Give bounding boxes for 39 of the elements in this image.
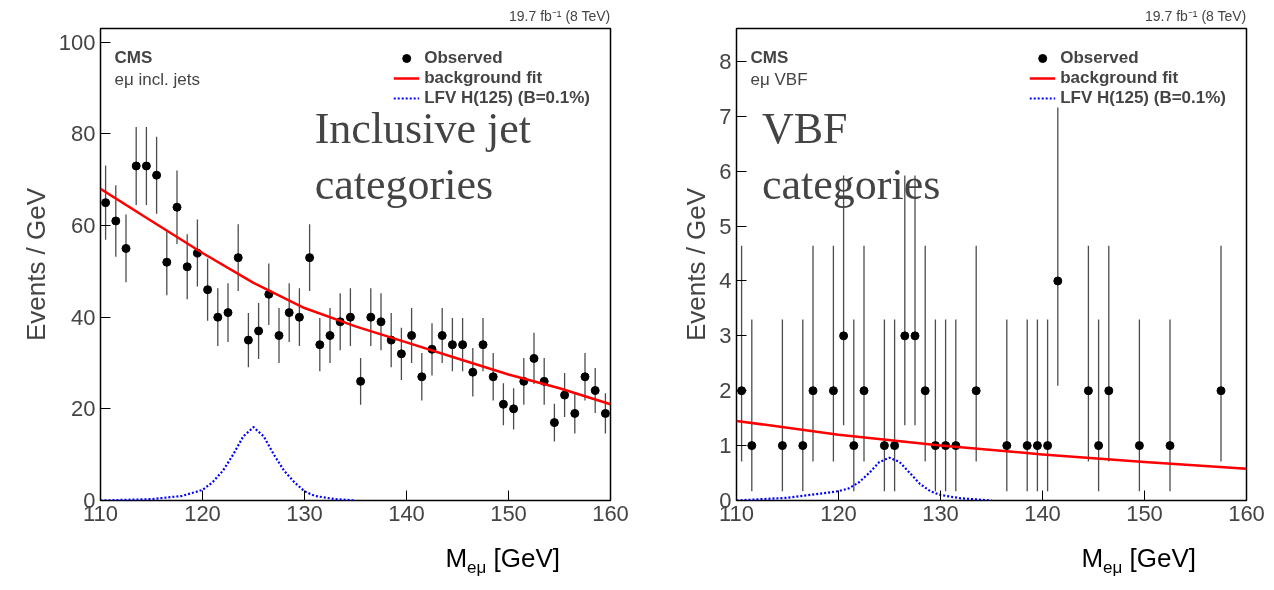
y-axis-title: Events / GeV bbox=[20, 187, 51, 342]
y-tick-label: 4 bbox=[719, 268, 732, 294]
y-tick-label: 2 bbox=[719, 378, 732, 404]
legend-label: LFV H(125) (B=0.1%) bbox=[424, 88, 590, 108]
annotation: CMS bbox=[114, 47, 153, 67]
y-tick-label: 100 bbox=[58, 29, 96, 55]
x-tick-label: 160 bbox=[1228, 500, 1265, 526]
x-tick-label: 130 bbox=[922, 500, 959, 526]
y-tick-label: 40 bbox=[71, 304, 96, 330]
legend-label: Observed bbox=[424, 48, 503, 68]
x-tick-label: 150 bbox=[490, 500, 527, 526]
text: 19.7 fb⁻¹ (8 TeV) bbox=[1145, 7, 1247, 24]
y-axis-title: Events / GeV bbox=[681, 187, 712, 342]
y-tick-label: 80 bbox=[71, 121, 96, 147]
annotation: eμ VBF bbox=[750, 69, 808, 89]
x-tick-label: 160 bbox=[592, 500, 629, 526]
legend-label: Observed bbox=[1060, 48, 1139, 68]
x-tick-label: 120 bbox=[184, 500, 221, 526]
legend-label: LFV H(125) (B=0.1%) bbox=[1060, 88, 1226, 108]
legend-label: background fit bbox=[1060, 68, 1179, 88]
y-tick-label: 1 bbox=[719, 433, 732, 459]
y-tick-label: 3 bbox=[719, 323, 732, 349]
x-tick-label: 120 bbox=[820, 500, 857, 526]
x-axis-title: M$_{eμ}$ [GeV] bbox=[444, 542, 560, 580]
x-tick-label: 140 bbox=[388, 500, 425, 526]
y-tick-label: 20 bbox=[71, 396, 96, 422]
annotation: eμ incl. jets bbox=[114, 69, 200, 89]
y-tick-label: 6 bbox=[719, 158, 732, 184]
x-tick-label: 140 bbox=[1024, 500, 1061, 526]
x-tick-label: 150 bbox=[1126, 500, 1163, 526]
text: 19.7 fb⁻¹ (8 TeV) bbox=[509, 7, 611, 24]
y-tick-label: 5 bbox=[719, 213, 732, 239]
y-tick-label: 60 bbox=[71, 213, 96, 239]
x-tick-label: 130 bbox=[286, 500, 323, 526]
annotation: CMS bbox=[750, 47, 789, 67]
x-axis-title: M$_{eμ}$ [GeV] bbox=[1080, 542, 1196, 580]
y-tick-label: 7 bbox=[719, 103, 732, 129]
legend-label: background fit bbox=[424, 68, 543, 88]
y-tick-label: 8 bbox=[719, 48, 732, 74]
